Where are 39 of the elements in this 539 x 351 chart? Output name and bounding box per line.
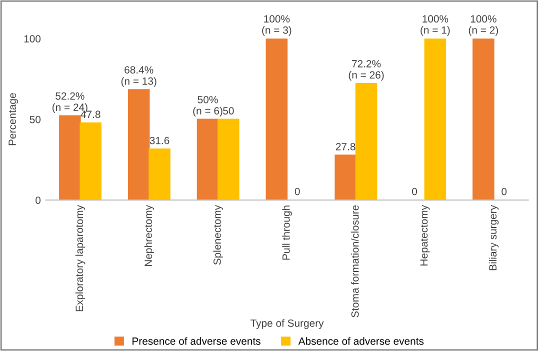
data-label: 72.2% (n = 26) — [348, 60, 384, 81]
x-axis-title: Type of Surgery — [250, 319, 324, 329]
data-label: 0 — [294, 188, 300, 196]
x-tick-label: Splenectomy — [213, 204, 223, 265]
y-tick-label: 0 — [36, 196, 41, 204]
data-label: 47.8 — [80, 110, 100, 118]
bar — [355, 82, 378, 200]
bar — [196, 118, 219, 200]
data-label: 31.6 — [150, 136, 170, 144]
x-tick-label: Hepatectomy — [420, 204, 430, 266]
legend-label: Absence of adverse events — [298, 337, 424, 345]
data-label: 27.8 — [336, 142, 356, 150]
data-label: 100% (n = 3) — [262, 15, 292, 36]
data-label: 0 — [412, 188, 417, 196]
bar — [472, 38, 494, 200]
data-label: 0 — [502, 188, 507, 196]
x-tick-label: Stoma formation/closure — [351, 205, 359, 318]
x-tick-label: Pull through — [282, 206, 292, 260]
x-tick-label: Biliary surgery — [488, 204, 499, 270]
data-label: 50 — [223, 107, 234, 115]
bar — [334, 154, 356, 200]
x-tick-label: Nephrectomy — [144, 204, 154, 266]
data-label: 100% (n = 2) — [468, 15, 498, 36]
bar — [128, 89, 150, 200]
data-label: 68.4% (n = 13) — [121, 66, 156, 87]
y-tick-label: 50 — [30, 116, 41, 124]
bar — [148, 148, 170, 200]
data-label: 100% (n = 1) — [420, 15, 450, 36]
data-label: 50% (n = 6) — [193, 96, 222, 117]
legend-label: Presence of adverse events — [132, 337, 260, 345]
bar — [59, 115, 81, 200]
bar — [80, 122, 102, 200]
y-tick-label: 100 — [24, 35, 41, 42]
x-tick-label: Exploratory laparotomy — [75, 204, 86, 312]
bar — [424, 38, 446, 200]
bar — [218, 118, 240, 200]
y-axis-title: Percentage — [8, 93, 18, 146]
bar — [266, 38, 288, 200]
data-label: 52.2% (n = 24) — [52, 92, 88, 114]
